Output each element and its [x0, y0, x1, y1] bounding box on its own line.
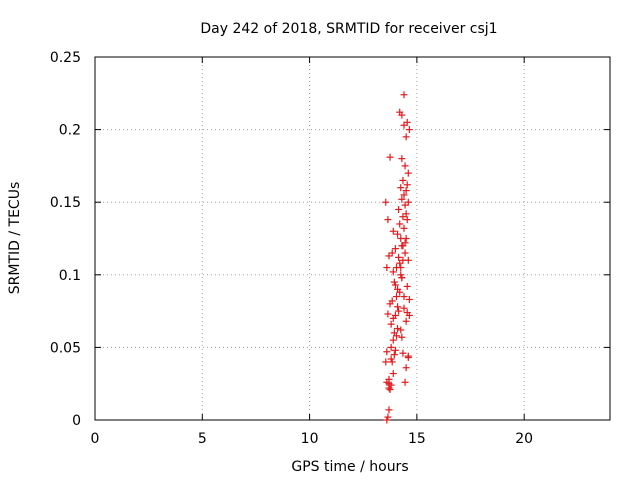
data-point: [401, 249, 409, 257]
data-point: [388, 297, 396, 305]
data-points: [382, 91, 413, 424]
data-point: [402, 187, 410, 195]
y-axis-label: SRMTID / TECUs: [7, 182, 23, 295]
data-point: [391, 245, 399, 253]
data-point: [404, 256, 412, 264]
data-point: [400, 293, 408, 301]
plot-frame: [94, 56, 611, 421]
data-point: [390, 278, 398, 286]
data-point: [396, 108, 404, 116]
data-point: [394, 285, 402, 293]
tick-labels: 0 5 10 15 20 0 0.05 0.1 0.15 0.2 0.25: [50, 50, 533, 447]
x-tick-label: 15: [408, 431, 426, 447]
data-point: [390, 351, 398, 359]
data-point: [387, 381, 395, 389]
data-point: [389, 336, 397, 344]
data-point: [403, 118, 411, 126]
data-point: [399, 176, 407, 184]
data-point: [396, 220, 404, 228]
data-point: [401, 162, 409, 170]
data-point: [404, 354, 412, 362]
data-point: [382, 358, 390, 366]
data-point: [402, 317, 410, 325]
data-point: [385, 375, 393, 383]
data-point: [399, 242, 407, 250]
data-point: [394, 325, 402, 333]
data-point: [397, 326, 405, 334]
y-tick-label: 0: [72, 413, 81, 429]
data-point: [404, 198, 412, 206]
data-point: [401, 378, 409, 386]
grid: [95, 57, 610, 420]
data-point: [385, 252, 393, 260]
x-tick-label: 5: [198, 431, 207, 447]
data-point: [403, 282, 411, 290]
data-point: [389, 370, 397, 378]
x-tick-label: 0: [91, 431, 100, 447]
data-point: [394, 230, 402, 238]
data-point: [399, 349, 407, 357]
data-point: [384, 216, 392, 224]
y-tick-label: 0.2: [59, 123, 81, 139]
data-point: [386, 386, 394, 394]
data-point: [400, 304, 408, 312]
data-point: [403, 309, 411, 317]
data-point: [398, 274, 406, 282]
data-point: [387, 343, 395, 351]
data-point: [402, 235, 410, 242]
data-point: [395, 253, 403, 261]
data-point: [385, 406, 393, 414]
data-point: [395, 205, 403, 213]
data-point: [387, 320, 395, 328]
data-point: [400, 91, 408, 99]
x-axis-label: GPS time / hours: [291, 459, 408, 475]
data-point: [398, 155, 406, 163]
data-point: [384, 413, 392, 421]
data-point: [382, 198, 390, 206]
data-point: [397, 264, 405, 272]
data-point: [398, 333, 406, 341]
y-tick-label: 0.25: [50, 50, 81, 66]
data-point: [400, 224, 408, 232]
data-point: [383, 348, 391, 356]
x-tick-label: 20: [515, 431, 533, 447]
data-point: [384, 310, 392, 318]
data-point: [402, 133, 410, 141]
chart-title: Day 242 of 2018, SRMTID for receiver csj…: [200, 21, 497, 37]
data-point: [405, 126, 413, 134]
data-point: [386, 153, 394, 161]
data-point: [390, 329, 398, 337]
axis-ticks: [94, 56, 610, 421]
data-point: [389, 268, 397, 276]
data-point: [383, 264, 391, 272]
data-point: [403, 216, 411, 224]
data-point: [391, 346, 399, 354]
data-point: [398, 195, 406, 203]
data-point: [402, 364, 410, 372]
data-point: [405, 295, 413, 303]
y-tick-label: 0.15: [50, 195, 81, 211]
data-point: [391, 311, 399, 319]
data-point: [403, 181, 411, 189]
data-point: [389, 227, 397, 235]
data-point: [387, 355, 395, 363]
data-point: [402, 210, 410, 218]
data-point: [400, 191, 408, 199]
data-point: [404, 169, 412, 177]
y-tick-label: 0.1: [59, 268, 81, 284]
data-point: [392, 293, 400, 301]
y-tick-label: 0.05: [50, 340, 81, 356]
data-point: [395, 307, 403, 315]
data-point: [397, 184, 405, 192]
x-tick-label: 10: [301, 431, 319, 447]
data-point: [394, 303, 402, 311]
